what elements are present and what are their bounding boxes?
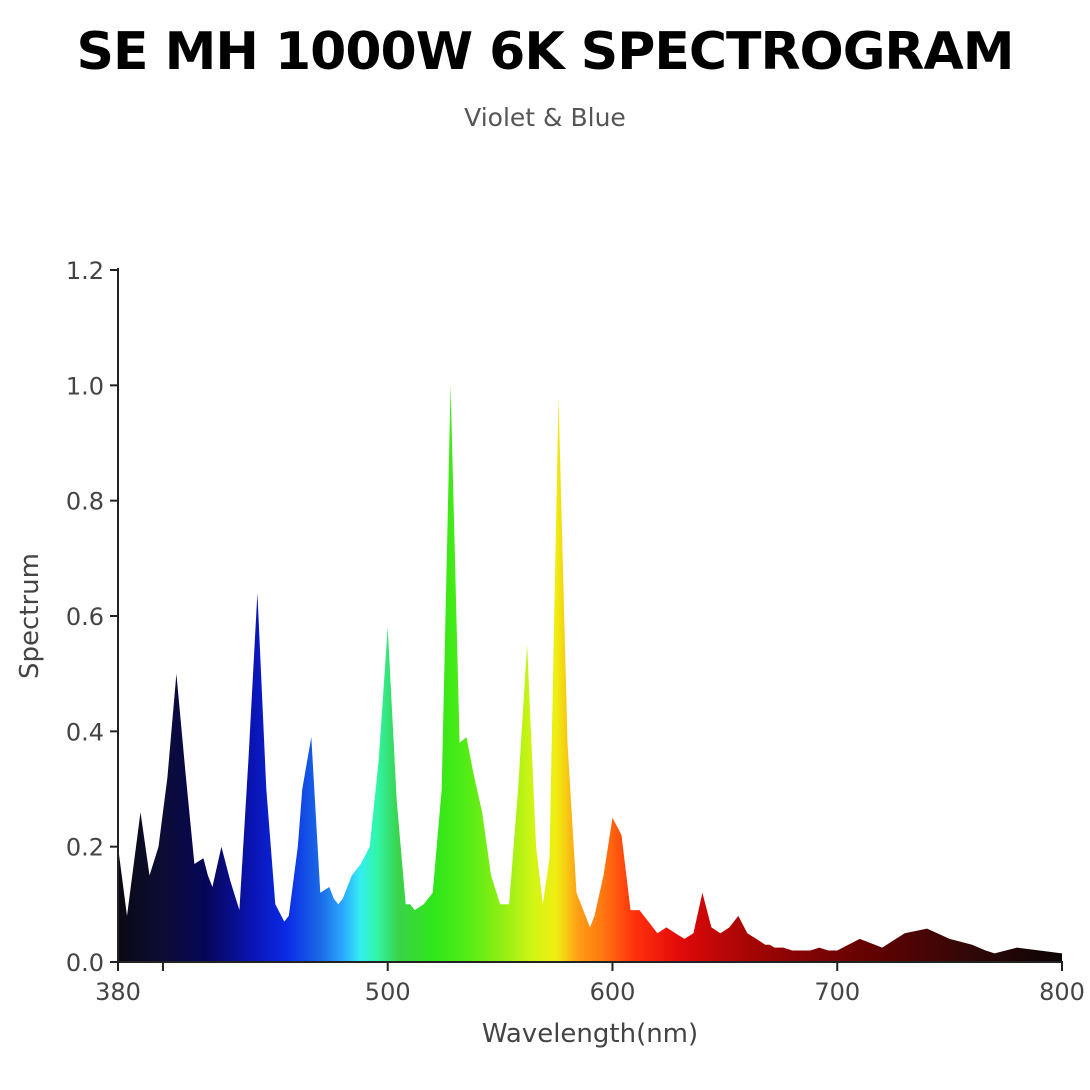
x-axis-title: Wavelength(nm) [482, 1019, 698, 1049]
y-tick-label: 0.0 [66, 949, 104, 977]
chart-subtitle: Violet & Blue [464, 103, 626, 132]
y-tick-label: 1.0 [66, 372, 104, 400]
x-axis: 380 500 600 700 800 [95, 961, 1085, 1006]
x-tick-label: 600 [590, 978, 636, 1006]
x-tick-label: 700 [814, 978, 860, 1006]
x-tick-label: 500 [365, 978, 411, 1006]
y-tick-label: 0.2 [66, 834, 104, 862]
x-tick-label: 800 [1039, 978, 1085, 1006]
y-tick-label: 0.6 [66, 603, 104, 631]
spectrum-area [118, 385, 1062, 962]
x-tick-label: 380 [95, 978, 141, 1006]
y-tick-label: 0.8 [66, 488, 104, 516]
y-axis: 0.0 0.2 0.4 0.6 0.8 1.0 1.2 [66, 257, 119, 977]
y-tick-label: 1.2 [66, 257, 104, 285]
chart-title: SE MH 1000W 6K SPECTROGRAM [76, 22, 1015, 82]
y-tick-label: 0.4 [66, 718, 104, 746]
y-axis-title: Spectrum [15, 553, 45, 679]
